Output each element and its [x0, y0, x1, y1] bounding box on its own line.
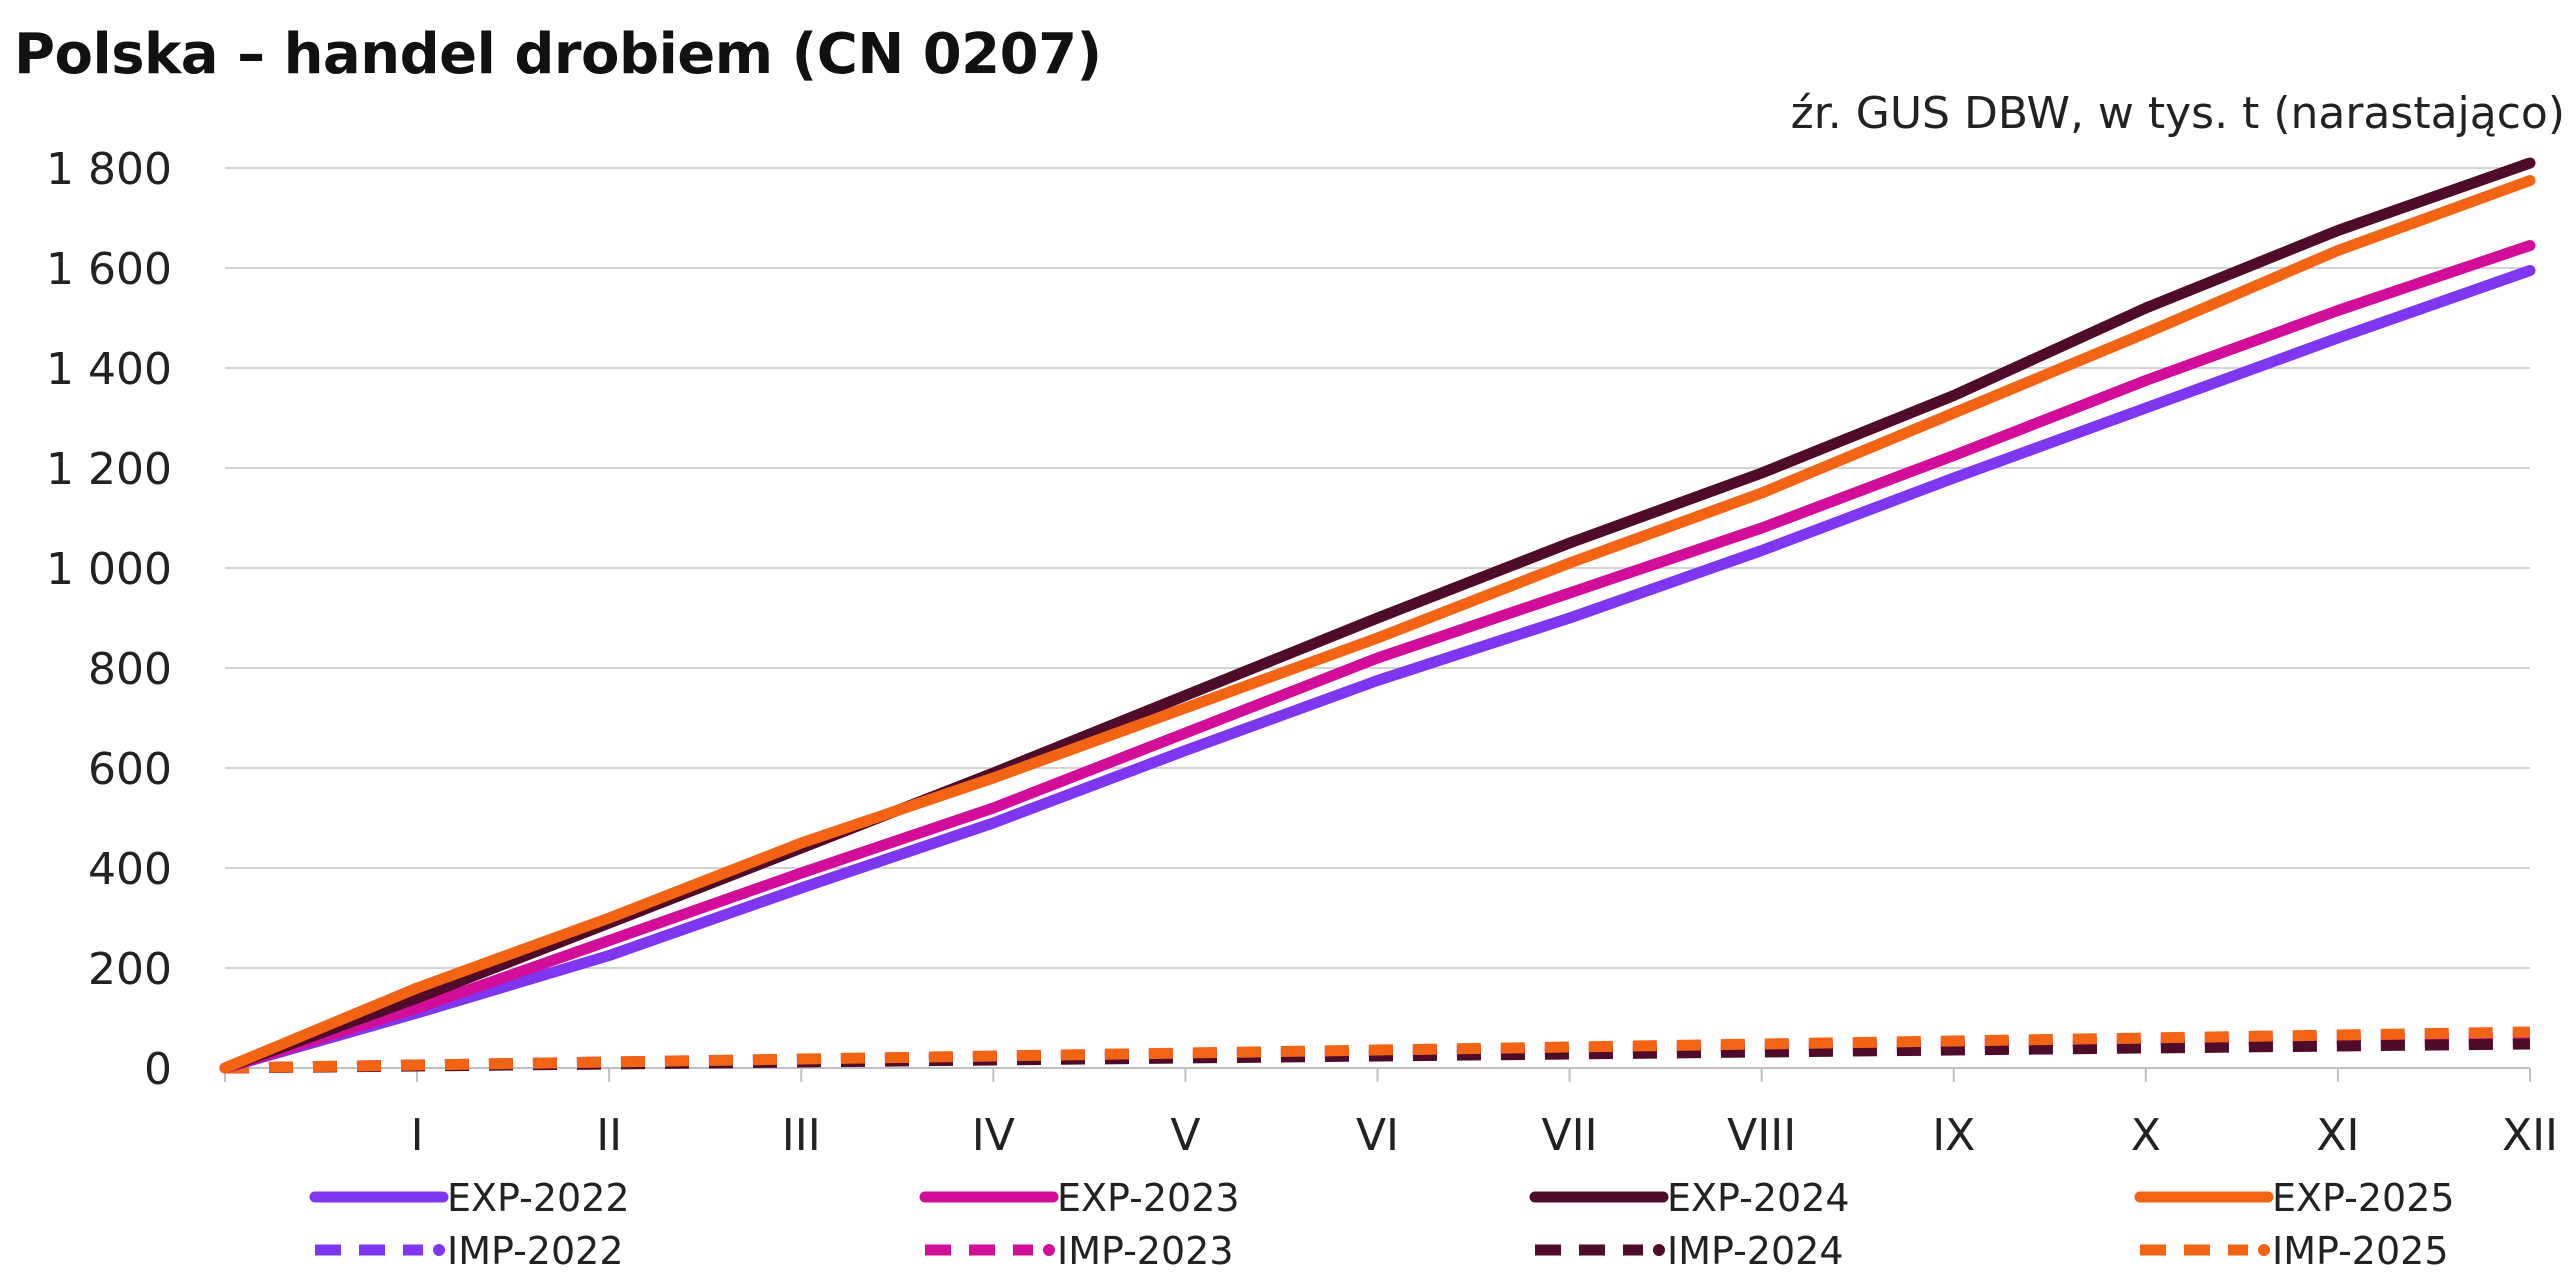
legend-swatch-dot: [433, 1244, 445, 1256]
series-line-imp-2025: [224, 1026, 2531, 1074]
y-tick-label: 1 800: [46, 144, 172, 195]
y-tick-label: 600: [88, 744, 172, 795]
legend-label: EXP-2022: [447, 1176, 630, 1220]
legend-item-exp-2024: EXP-2024: [1529, 1176, 1850, 1220]
y-tick-label: 800: [88, 644, 172, 695]
legend-label: EXP-2024: [1667, 1176, 1850, 1220]
legend-label: EXP-2025: [2272, 1176, 2455, 1220]
legend-item-imp-2022: IMP-2022: [315, 1229, 624, 1273]
x-tick-label: IV: [972, 1110, 1015, 1161]
x-tick-label: V: [1170, 1110, 1200, 1161]
legend-item-exp-2022: EXP-2022: [309, 1176, 630, 1220]
chart-subtitle: źr. GUS DBW, w tys. t (narastająco): [1790, 88, 2565, 139]
y-axis-ticks: 0 200 400 600 800 1 000 1 200 1 400 1 600 1 800: [46, 144, 172, 1095]
x-axis-ticks: I II III IV V VI VII VIII IX X XI XII: [224, 1068, 2558, 1161]
legend-item-exp-2025: EXP-2025: [2134, 1176, 2455, 1220]
legend-label: IMP-2025: [2272, 1229, 2449, 1273]
series-line-imp-2024: [224, 1038, 2531, 1074]
x-tick-label: X: [2131, 1110, 2161, 1161]
series-line-exp-2022: [219, 265, 2536, 1074]
x-tick-label: VII: [1542, 1110, 1598, 1161]
legend-swatch-dot: [2258, 1244, 2270, 1256]
legend-swatch-dot: [1653, 1244, 1665, 1256]
y-tick-label: 0: [144, 1044, 172, 1095]
y-tick-label: 1 400: [46, 344, 172, 395]
series-lines: [219, 157, 2536, 1074]
legend-label: IMP-2023: [1057, 1229, 1234, 1273]
legend-label: EXP-2023: [1057, 1176, 1240, 1220]
x-tick-label: VIII: [1727, 1110, 1796, 1161]
x-tick-label: VI: [1356, 1110, 1399, 1161]
y-tick-label: 400: [88, 844, 172, 895]
x-tick-label: XI: [2316, 1110, 2359, 1161]
x-tick-label: XII: [2502, 1110, 2558, 1161]
legend-swatch-dot: [1043, 1244, 1055, 1256]
x-tick-label: III: [782, 1110, 821, 1161]
y-tick-label: 200: [88, 944, 172, 995]
legend: EXP-2022 EXP-2023 EXP-2024 EXP-2025 IMP-2022…: [309, 1176, 2455, 1273]
x-tick-label: I: [411, 1110, 424, 1161]
legend-item-exp-2023: EXP-2023: [919, 1176, 1240, 1220]
y-tick-label: 1 600: [46, 244, 172, 295]
y-tick-label: 1 000: [46, 544, 172, 595]
chart-title: Polska – handel drobiem (CN 0207): [14, 22, 1102, 87]
legend-item-imp-2024: IMP-2024: [1535, 1229, 1844, 1273]
series-line-exp-2025: [219, 175, 2536, 1074]
legend-item-imp-2025: IMP-2025: [2140, 1229, 2449, 1273]
legend-item-imp-2023: IMP-2023: [925, 1229, 1234, 1273]
y-tick-label: 1 200: [46, 444, 172, 495]
x-tick-label: IX: [1932, 1110, 1975, 1161]
legend-label: IMP-2024: [1667, 1229, 1844, 1273]
x-tick-label: II: [596, 1110, 622, 1161]
legend-label: IMP-2022: [447, 1229, 624, 1273]
series-line-exp-2023: [219, 240, 2536, 1074]
